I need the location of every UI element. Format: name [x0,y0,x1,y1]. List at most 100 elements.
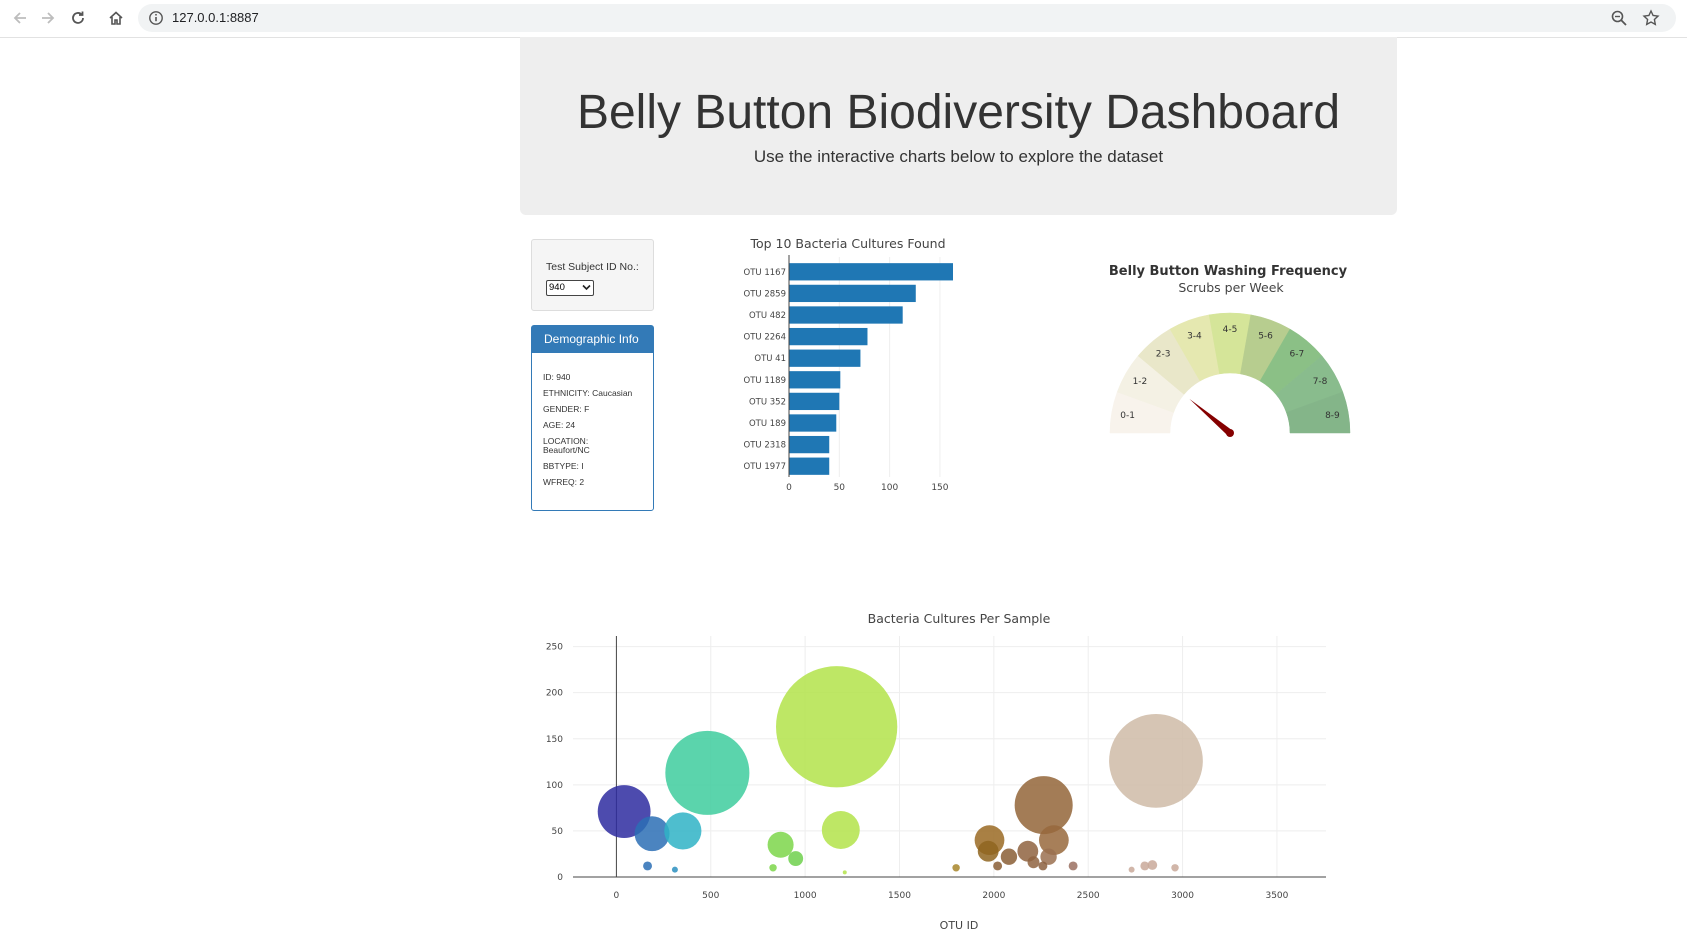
bar-y-tick-label: OTU 482 [749,311,786,321]
info-icon[interactable] [148,10,164,26]
gauge-sector-label: 7-8 [1313,377,1328,387]
bubble [1038,825,1069,856]
reload-icon [72,11,84,24]
bar-x-tick-label: 0 [786,483,792,493]
bubble [776,666,898,788]
demo-ethnicity: ETHNICITY: Caucasian [543,388,633,398]
bubble [788,851,804,867]
bubble [664,812,702,850]
url-text[interactable]: 127.0.0.1:8887 [172,10,259,25]
gauge-sector-label: 3-4 [1187,331,1202,341]
bacteria-bubble-chart: Bacteria Cultures Per Sample OTU ID 0 50 0… [546,611,1326,932]
washing-frequency-gauge: Belly Button Washing Frequency Scrubs pe… [1109,264,1351,437]
demographic-panel: Demographic Info ID: 940 ETHNICITY: Cauc… [531,325,654,511]
forward-button[interactable] [36,6,60,30]
bubble-y-tick-label: 150 [546,735,563,745]
bubble [1040,848,1057,865]
bar-x-tick-label: 150 [931,483,948,493]
arrow-left-icon [13,12,26,24]
bar [789,414,837,432]
bubble-chart-title: Bacteria Cultures Per Sample [868,611,1051,626]
bubble [1109,714,1203,808]
bubble [952,864,960,872]
subject-id-dropdown[interactable]: 940 [546,280,594,296]
bubble-y-tick-label: 50 [552,827,564,837]
bubble [769,864,777,872]
bubble-x-tick-label: 2000 [982,891,1005,901]
bar [789,306,903,324]
address-bar[interactable]: 127.0.0.1:8887 [138,4,1676,32]
bubble [842,870,847,875]
bar [789,392,840,411]
bubble-x-tick-label: 1000 [794,891,817,901]
bar-y-tick-label: OTU 2318 [744,441,786,451]
subject-selector-label: Test Subject ID No.: [546,261,639,273]
chevron-down-icon [582,284,591,291]
bubble-y-tick-label: 200 [546,689,563,699]
page-subtitle: Use the interactive charts below to expl… [753,147,1164,166]
bar [789,263,953,281]
home-button[interactable] [104,6,128,30]
star-icon[interactable] [1642,9,1660,27]
gauge-sector-label: 1-2 [1133,377,1148,387]
bubble [1014,776,1073,835]
demo-id: ID: 940 [543,372,571,382]
bubble-x-axis-label: OTU ID [940,919,979,932]
gauge-sector-label: 6-7 [1289,349,1304,359]
gauge-sector-label: 5-6 [1258,331,1273,341]
gauge-sector-label: 8-9 [1325,411,1340,421]
page-title: Belly Button Biodiversity Dashboard [576,86,1341,139]
bubble [671,866,678,873]
bar-chart-title: Top 10 Bacteria Cultures Found [749,236,945,251]
bubble-x-tick-label: 2500 [1077,891,1100,901]
gauge-needle [1189,398,1233,436]
bar-y-tick-label: OTU 1977 [744,462,786,472]
arrow-right-icon [42,12,55,24]
bubble [1038,861,1048,871]
gauge-sector-label: 0-1 [1120,411,1135,421]
bubble [1171,864,1179,872]
subject-id-value: 940 [549,282,565,293]
gauge-subtitle: Scrubs per Week [1178,280,1284,295]
bar [789,284,916,303]
reload-button[interactable] [66,6,90,30]
gauge-sector [1286,391,1351,434]
bubble [1068,861,1078,871]
back-button[interactable] [8,6,32,30]
bar [789,327,868,346]
subject-selector-panel: Test Subject ID No.: 940 [531,239,654,311]
demo-wfreq: WFREQ: 2 [543,477,585,487]
bubble [1128,866,1135,873]
bubble-x-tick-label: 1500 [888,891,911,901]
gauge-needle-hub [1226,429,1234,437]
demographic-panel-title: Demographic Info [532,326,653,353]
home-icon [109,11,123,25]
bubble [1027,856,1040,869]
bar-y-tick-label: OTU 2859 [744,289,786,299]
zoom-icon[interactable] [1610,9,1628,27]
bubble [977,840,999,862]
bubble [993,861,1003,871]
bubble-x-tick-label: 3500 [1265,891,1288,901]
bubble [767,831,794,858]
bar-y-tick-label: OTU 352 [749,397,786,407]
bar [789,435,830,454]
top10-bar-chart: Top 10 Bacteria Cultures Found 0 50 100 150… [744,236,953,493]
bar [789,457,830,475]
demographic-info-list: ID: 940 ETHNICITY: Caucasian GENDER: F A… [532,353,653,487]
bar-x-tick-label: 100 [881,483,898,493]
bar [789,371,841,389]
bubble [1147,860,1158,870]
bubble [821,811,860,849]
bar-y-tick-label: OTU 1167 [744,268,786,278]
bubble [634,816,670,852]
bubble-x-tick-label: 0 [614,891,620,901]
bubble-y-tick-label: 250 [546,643,563,653]
bubble [1140,861,1150,871]
demo-age: AGE: 24 [543,420,576,430]
demo-gender: GENDER: F [543,404,590,414]
bar-x-tick-label: 50 [834,483,846,493]
bubble-y-tick-label: 100 [546,781,563,791]
header-jumbotron: Belly Button Biodiversity Dashboard Use … [520,37,1397,215]
bubble-y-tick-label: 0 [557,873,563,883]
